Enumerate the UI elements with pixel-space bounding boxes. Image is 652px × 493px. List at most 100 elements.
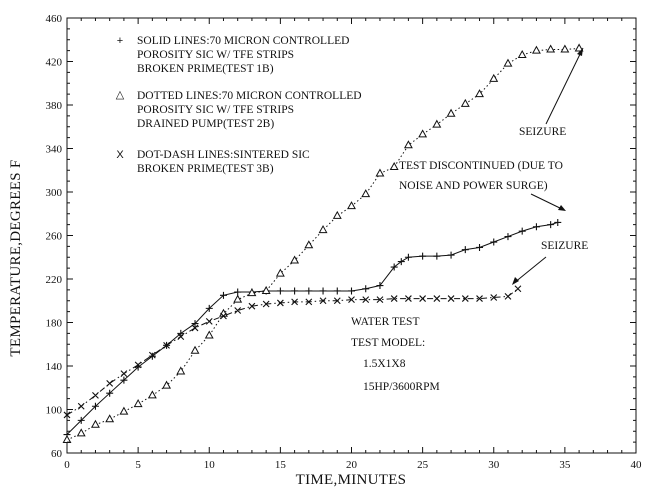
triangle-marker: [318, 225, 328, 234]
legend-line: DOTTED LINES:70 MICRON CONTROLLED: [137, 90, 362, 102]
legend-line: POROSITY SIC W/ TFE STRIPS: [137, 49, 294, 61]
legend-symbol-plus: +: [117, 35, 123, 47]
triangle-marker: [389, 161, 399, 170]
x-marker: [333, 297, 341, 305]
plus-marker: [291, 287, 299, 295]
arrowhead-icon: [577, 48, 583, 56]
triangle-marker: [531, 45, 541, 54]
y-tick-label: 220: [46, 274, 63, 286]
plus-marker: [333, 287, 341, 295]
x-marker: [461, 295, 469, 302]
x-tick-label: 10: [204, 459, 216, 471]
triangle-marker: [332, 210, 342, 219]
triangle-marker: [119, 406, 129, 415]
legend-line: DOT-DASH LINES:SINTERED SIC: [137, 149, 310, 161]
series-dash-dot: [63, 285, 522, 419]
x-marker: [476, 295, 483, 302]
x-axis-title: TIME,MINUTES: [296, 472, 407, 488]
triangle-marker: [460, 98, 470, 107]
plus-marker: [397, 258, 405, 266]
plus-marker: [148, 352, 156, 360]
plus-marker: [219, 291, 227, 299]
annotation-discontinued-1: TEST DISCONTINUED (DUE TO: [399, 160, 563, 172]
triangle-marker: [290, 255, 300, 264]
plus-marker: [106, 389, 114, 397]
triangle-marker: [176, 366, 186, 375]
y-axis-title: TEMPERATURE,DEGREES F: [8, 159, 24, 356]
x-marker: [376, 296, 384, 304]
x-marker: [120, 370, 128, 378]
y-tick-label: 60: [51, 448, 63, 460]
triangle-marker: [560, 44, 570, 53]
x-marker: [177, 333, 185, 341]
triangle-marker: [247, 288, 257, 297]
legend-line: BROKEN PRIME(TEST 1B): [137, 63, 274, 75]
legend-line: BROKEN PRIME(TEST 3B): [137, 163, 274, 175]
test-info-line: 1.5X1X8: [363, 358, 406, 370]
x-marker: [163, 341, 170, 349]
triangle-marker: [76, 428, 86, 437]
triangle-marker: [517, 49, 527, 58]
triangle-marker: [418, 129, 428, 138]
y-tick-label: 100: [46, 405, 63, 417]
arrowhead-icon: [512, 277, 519, 285]
triangle-marker: [475, 89, 484, 98]
plus-marker: [419, 252, 427, 260]
plus-marker: [177, 329, 185, 337]
triangle-marker: [546, 44, 556, 53]
x-marker: [514, 285, 522, 293]
triangle-marker: [574, 43, 584, 52]
x-marker: [433, 295, 441, 302]
annotation-arrow-seizure-top: [545, 47, 584, 125]
triangle-marker: [261, 285, 271, 294]
plus-marker: [376, 282, 384, 290]
triangle-marker: [105, 414, 115, 423]
triangle-marker: [375, 168, 385, 177]
plus-marker: [490, 238, 498, 246]
y-tick-label: 340: [46, 144, 63, 156]
plus-marker: [120, 376, 128, 384]
x-tick-label: 15: [275, 459, 287, 471]
plus-marker: [276, 287, 284, 295]
legend: + SOLID LINES:70 MICRON CONTROLLED POROS…: [116, 35, 362, 175]
x-marker: [92, 391, 99, 399]
triangle-marker: [162, 380, 172, 389]
triangle-marker: [489, 73, 499, 82]
plus-marker: [319, 287, 327, 295]
y-tick-label: 460: [46, 13, 63, 25]
test-info-line: WATER TEST: [351, 316, 419, 328]
triangle-marker: [62, 434, 72, 443]
x-marker: [291, 298, 298, 306]
plus-marker: [390, 263, 398, 271]
x-marker: [504, 293, 512, 300]
annotation-seizure-top: SEIZURE: [519, 126, 566, 138]
plus-marker: [504, 233, 512, 241]
legend-line: DRAINED PUMP(TEST 2B): [137, 118, 274, 130]
plus-marker: [547, 221, 555, 229]
series-line: [66, 221, 558, 435]
x-marker: [276, 299, 284, 307]
x-marker: [191, 324, 199, 332]
triangle-marker: [190, 345, 200, 354]
x-marker: [77, 402, 85, 410]
plus-marker: [447, 251, 455, 259]
x-tick-label: 30: [488, 459, 500, 471]
triangle-marker: [403, 140, 413, 149]
annotation-discontinued-2: NOISE AND POWER SURGE): [399, 180, 548, 192]
annotation-arrow-discontinued: [530, 193, 565, 211]
y-tick-label: 180: [46, 318, 63, 330]
x-marker: [447, 295, 455, 302]
x-marker: [234, 307, 242, 314]
plus-marker: [461, 246, 469, 254]
x-tick-label: 20: [346, 459, 358, 471]
plus-marker: [362, 285, 370, 293]
x-tick-label: 35: [559, 459, 571, 471]
plus-marker: [554, 218, 562, 226]
x-marker: [134, 361, 142, 369]
plus-marker: [77, 416, 85, 424]
x-marker: [490, 294, 498, 301]
triangle-marker: [204, 330, 214, 339]
triangle-marker: [503, 58, 513, 67]
legend-symbol-x: X: [116, 149, 124, 161]
legend-line: SOLID LINES:70 MICRON CONTROLLED: [137, 35, 349, 47]
